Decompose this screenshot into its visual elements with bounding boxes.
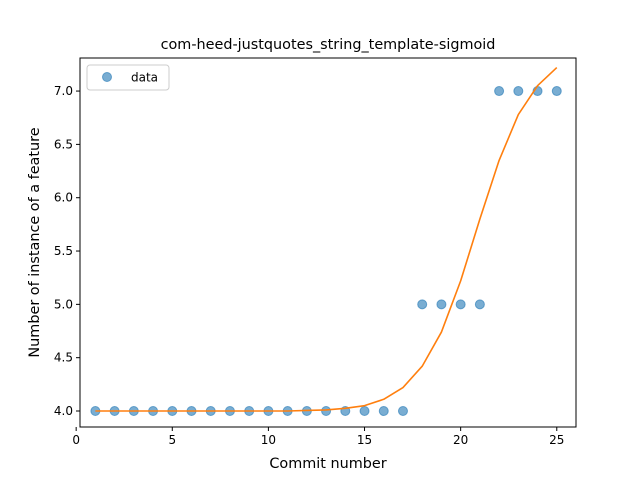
x-axis-label: Commit number — [269, 456, 386, 472]
data-point — [359, 406, 370, 417]
x-tick-label: 5 — [168, 433, 176, 447]
y-axis-label: Number of instance of a feature — [27, 127, 43, 357]
data-point — [494, 86, 505, 97]
plot-series — [90, 67, 562, 417]
data-point — [455, 299, 466, 310]
y-tick-label: 4.0 — [54, 404, 73, 418]
x-tick-label: 25 — [549, 433, 564, 447]
chart-title: com-heed-justquotes_string_template-sigm… — [161, 37, 496, 53]
x-tick-label: 15 — [357, 433, 372, 447]
legend-box — [86, 64, 170, 91]
y-tick-label: 7.0 — [54, 84, 73, 98]
axes-frame — [79, 57, 577, 428]
y-tick-label: 4.5 — [54, 351, 73, 365]
data-point — [436, 299, 447, 310]
x-tick-label: 10 — [261, 433, 276, 447]
y-tick-label: 5.0 — [54, 297, 73, 311]
data-point — [321, 406, 332, 417]
data-point — [474, 299, 485, 310]
legend: data — [86, 64, 170, 91]
x-tick-label: 0 — [72, 433, 80, 447]
data-point — [397, 406, 408, 417]
x-tick-label: 20 — [453, 433, 468, 447]
y-tick-label: 5.5 — [54, 244, 73, 258]
x-axis-ticks: 0 5 10 15 20 25 — [72, 427, 564, 447]
y-tick-label: 6.0 — [54, 191, 73, 205]
data-point — [417, 299, 428, 310]
sigmoid-fit-line — [95, 67, 558, 412]
legend-label-data: data — [131, 71, 158, 85]
legend-marker-data — [102, 72, 112, 82]
data-point — [378, 406, 389, 417]
y-tick-label: 6.5 — [54, 137, 73, 151]
data-point — [513, 86, 524, 97]
data-point — [551, 86, 562, 97]
y-axis-ticks: 4.0 4.5 5.0 5.5 6.0 6.5 7.0 — [54, 84, 80, 418]
